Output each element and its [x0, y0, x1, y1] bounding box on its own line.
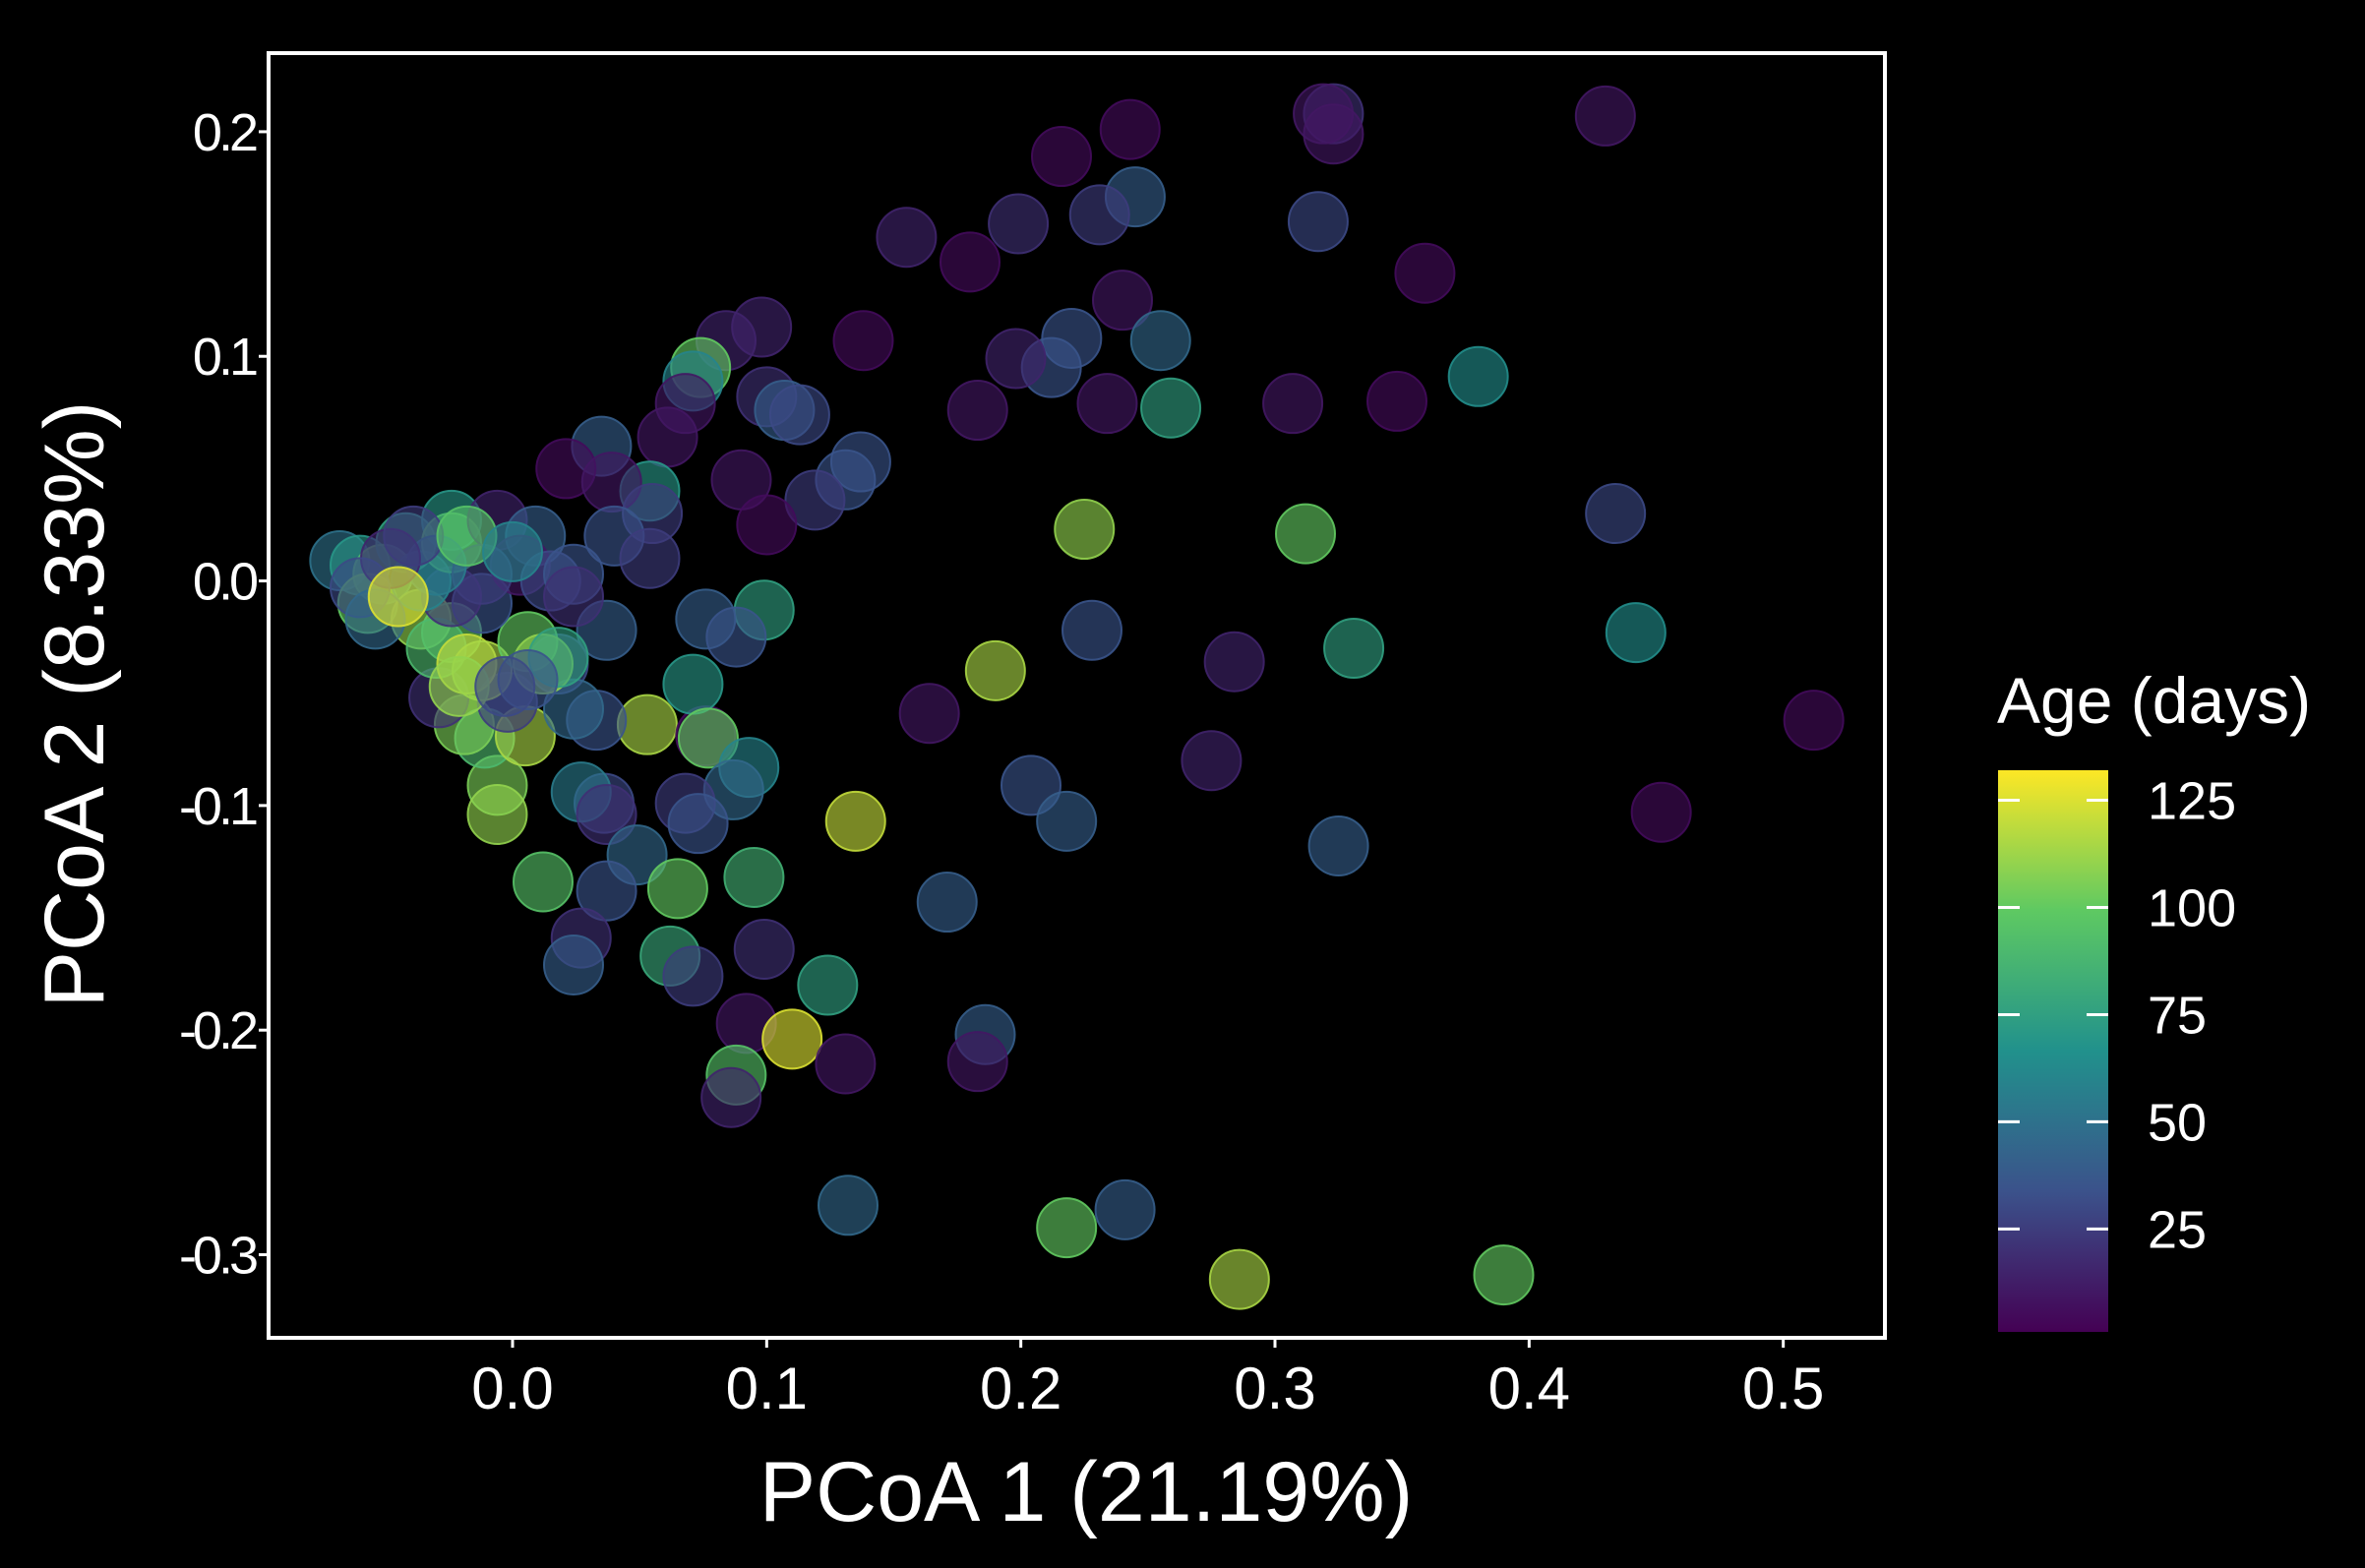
- x-tick-label: 0.2: [980, 1356, 1061, 1421]
- colorbar-tick-label: 125: [2148, 772, 2236, 831]
- data-point: [940, 231, 1001, 293]
- y-tick-label: 0.0: [193, 553, 257, 612]
- data-point: [1129, 310, 1191, 372]
- y-tick-label: -0.1: [179, 777, 257, 836]
- x-tick-label: 0.0: [471, 1356, 553, 1421]
- data-point: [1054, 499, 1116, 561]
- y-tick-label: 0.1: [193, 328, 257, 387]
- data-point: [705, 606, 767, 668]
- data-point: [1031, 126, 1092, 188]
- data-point: [1323, 618, 1385, 680]
- data-point: [1094, 1178, 1156, 1240]
- x-tick-label: 0.3: [1234, 1356, 1315, 1421]
- data-point: [768, 384, 830, 446]
- x-axis-ticks: 0.0 0.1 0.2 0.3 0.4 0.5: [471, 1338, 1824, 1421]
- data-point: [662, 653, 724, 715]
- data-point: [482, 520, 543, 582]
- data-point: [1076, 373, 1138, 435]
- data-point: [383, 505, 445, 567]
- data-point: [1473, 1244, 1535, 1306]
- data-point: [1068, 184, 1130, 246]
- data-point: [964, 639, 1026, 701]
- data-point: [1140, 377, 1202, 439]
- data-point: [662, 945, 724, 1007]
- data-point: [815, 1033, 877, 1095]
- y-axis-title: PCoA 2 (8.33%): [28, 401, 122, 1008]
- y-axis-ticks: 0.2 0.1 0.0 -0.1 -0.2 -0.3: [179, 103, 269, 1286]
- data-point: [700, 1066, 762, 1128]
- colorbar-tick-label: 25: [2148, 1200, 2207, 1259]
- data-point: [543, 566, 604, 628]
- legend-title: Age (days): [1997, 664, 2311, 737]
- data-point: [736, 494, 798, 556]
- colorbar-tick-label: 100: [2148, 878, 2236, 937]
- colorbar: [1998, 770, 2108, 1332]
- x-tick-label: 0.4: [1488, 1356, 1570, 1421]
- x-tick-label: 0.1: [726, 1356, 808, 1421]
- data-point: [1208, 1248, 1270, 1310]
- data-point: [1783, 690, 1845, 752]
- x-tick-label: 0.5: [1742, 1356, 1824, 1421]
- data-point: [733, 919, 795, 981]
- data-point: [784, 469, 846, 531]
- data-point: [1303, 103, 1364, 165]
- data-point: [1061, 599, 1122, 661]
- x-axis-title: PCoA 1 (21.19%): [759, 1445, 1413, 1539]
- data-point: [876, 207, 938, 269]
- data-point: [1181, 730, 1243, 792]
- colorbar-tick-label: 75: [2148, 986, 2207, 1045]
- data-points: [309, 83, 1845, 1310]
- data-point: [1585, 483, 1647, 545]
- data-point: [576, 860, 637, 922]
- colorbar-tick-label: 50: [2148, 1093, 2207, 1152]
- data-point: [619, 527, 681, 589]
- data-point: [1099, 98, 1161, 160]
- data-point: [761, 1008, 823, 1070]
- data-point: [1036, 790, 1098, 852]
- data-point: [824, 790, 886, 852]
- data-point: [1394, 242, 1456, 304]
- plot-frame: [267, 51, 1887, 1340]
- data-point: [1605, 602, 1667, 664]
- data-point: [474, 655, 536, 717]
- data-point: [1574, 85, 1636, 147]
- data-point: [916, 872, 978, 934]
- data-point: [1203, 631, 1265, 693]
- data-point: [832, 310, 894, 372]
- data-point: [818, 1175, 879, 1236]
- data-point: [367, 566, 429, 628]
- y-tick-label: -0.2: [179, 1001, 257, 1060]
- colorbar-ticks: 125 100 75 50 25: [1998, 772, 2236, 1259]
- data-point: [797, 954, 859, 1016]
- data-point: [1307, 814, 1369, 876]
- data-point: [1275, 503, 1336, 565]
- y-tick-label: -0.3: [179, 1227, 257, 1286]
- data-point: [1262, 373, 1324, 435]
- data-point: [646, 858, 708, 920]
- data-point: [988, 193, 1050, 255]
- data-point: [637, 406, 698, 468]
- colorbar-legend: Age (days) 125 100 75 50 25: [1997, 664, 2311, 1332]
- data-point: [543, 934, 604, 995]
- data-point: [667, 793, 729, 855]
- data-point: [616, 694, 678, 755]
- data-point: [513, 851, 574, 913]
- data-point: [985, 328, 1047, 390]
- data-point: [1630, 781, 1692, 843]
- data-point: [1447, 345, 1509, 407]
- data-point: [1092, 270, 1153, 332]
- data-point: [1036, 1197, 1098, 1259]
- data-point: [723, 846, 785, 908]
- data-point: [1287, 191, 1349, 253]
- data-point: [898, 683, 960, 745]
- data-point: [946, 1031, 1008, 1093]
- y-tick-label: 0.2: [193, 103, 257, 162]
- data-point: [946, 380, 1008, 442]
- data-point: [466, 784, 528, 846]
- data-point: [1366, 370, 1427, 432]
